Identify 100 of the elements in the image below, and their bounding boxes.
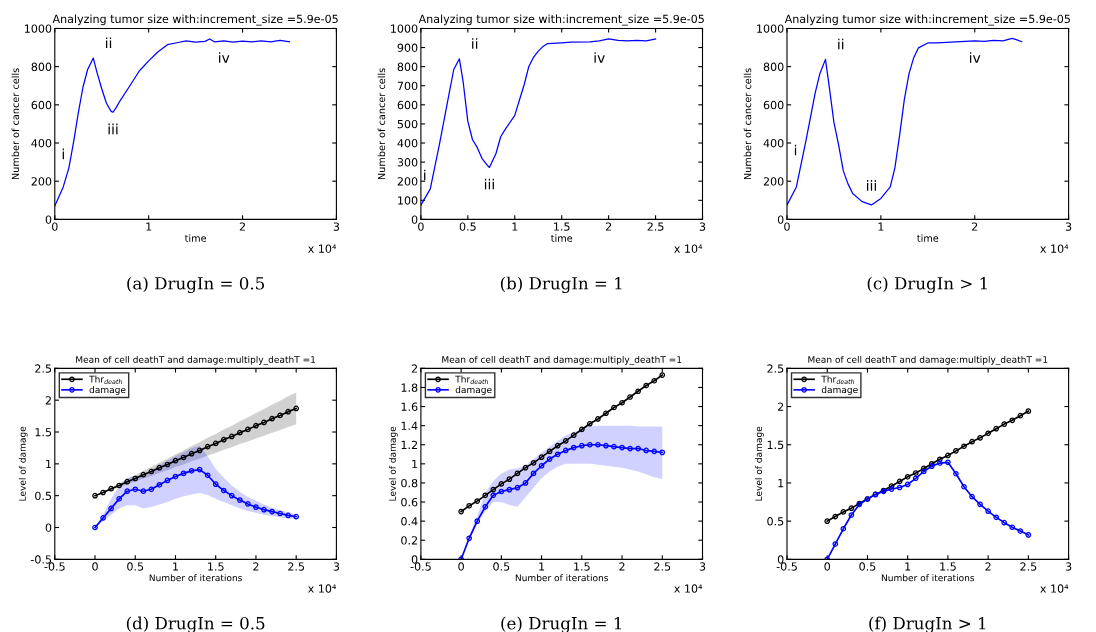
x-tick-label: 0.5: [493, 562, 510, 571]
point: [474, 518, 481, 524]
legend-label: damage: [455, 386, 492, 395]
point: [562, 447, 569, 454]
point: [116, 496, 123, 502]
point: [474, 498, 481, 504]
y-tick-label: 400: [763, 138, 784, 148]
x-tick-label: 0: [458, 562, 464, 571]
x-tick-label: 2: [619, 562, 625, 571]
point: [277, 412, 283, 419]
y-tick-label: 0: [411, 555, 418, 564]
point: [1017, 528, 1024, 534]
text: x 10⁴: [1040, 584, 1069, 593]
y-tick-label: 0.4: [401, 517, 418, 526]
y-tick-label: 200: [31, 177, 52, 186]
point: [132, 486, 139, 493]
y-tick-label: 300: [397, 158, 418, 167]
point: [562, 438, 569, 444]
point: [261, 506, 267, 513]
legend-label: damage: [89, 386, 126, 395]
text: (a) DrugIn = 0.5: [127, 276, 264, 294]
y-tick-label: 2: [45, 396, 51, 405]
point: [482, 492, 489, 499]
annotation: i: [62, 148, 64, 160]
point: [627, 445, 633, 452]
point: [228, 492, 235, 499]
x-axis-title: time: [550, 234, 573, 242]
point: [1025, 408, 1032, 414]
point: [937, 460, 943, 466]
point: [595, 441, 601, 448]
point: [108, 505, 114, 512]
point: [595, 416, 601, 422]
x-axis-title: Number of iterations: [515, 574, 609, 582]
text: x 10⁴: [1040, 244, 1069, 253]
x-tick-label: 3: [1065, 222, 1072, 231]
annotation: i: [424, 169, 426, 181]
annotation: iii: [484, 178, 494, 190]
point: [466, 535, 473, 542]
y-tick-label: 400: [397, 138, 418, 148]
annotation: iv: [970, 52, 981, 63]
y-tick-label: 1000: [391, 24, 418, 33]
point: [1001, 519, 1008, 526]
point: [140, 471, 147, 478]
point: [993, 425, 1000, 432]
point: [969, 493, 975, 500]
point: [538, 462, 545, 469]
legend-label: Thr$_{death}$: [821, 375, 855, 385]
annotation: iii: [866, 180, 876, 191]
x-tick-label: 2: [253, 562, 259, 571]
y-tick-label: 0: [411, 215, 418, 224]
point: [961, 483, 967, 490]
chart-title: Analyzing tumor size with:increment_size =5.9e-05: [784, 14, 1070, 26]
y-tick-label: 0.5: [767, 517, 784, 526]
y-axis-title: Level of damage: [18, 426, 28, 501]
point: [1025, 532, 1032, 538]
y-tick-label: 0.6: [401, 498, 418, 507]
y-tick-label: 900: [397, 43, 418, 52]
point: [824, 518, 831, 524]
point: [848, 512, 855, 518]
x-tick-label: 1.5: [574, 562, 590, 571]
point: [985, 508, 991, 515]
point: [188, 467, 195, 474]
x-tick-label: 1: [512, 222, 518, 231]
x-tick-label: 0: [418, 222, 424, 231]
point: [993, 514, 1000, 521]
x-tick-label: 1: [878, 222, 884, 231]
y-tick-label: 1.5: [35, 428, 52, 437]
point: [228, 433, 235, 440]
point: [953, 470, 959, 477]
text: x 10⁴: [674, 244, 703, 253]
x-tick-label: 2.5: [1020, 562, 1037, 571]
x-tick-label: 0.5: [459, 222, 476, 231]
point: [482, 503, 489, 510]
x-tick-label: 2.5: [288, 562, 305, 571]
y-axis-title: Number of cancer cells: [743, 68, 752, 180]
point: [651, 448, 658, 455]
line-series: [92, 466, 300, 531]
point: [546, 456, 553, 462]
point: [643, 447, 650, 454]
x-tick-label: 1.5: [554, 222, 570, 231]
y-tick-label: 1.4: [401, 421, 418, 430]
point: [570, 432, 577, 439]
y-tick-label: 0: [45, 523, 52, 532]
point: [977, 501, 983, 508]
legend-label: Thr$_{death}$: [89, 375, 122, 385]
y-axis-title: Level of damage: [388, 426, 398, 501]
x-tick-label: 1: [146, 222, 152, 231]
line-series: [54, 38, 291, 207]
point: [490, 486, 497, 493]
point: [261, 419, 267, 426]
annotation: ii: [106, 37, 112, 48]
annotation: iii: [108, 123, 118, 135]
x-tick-label: 2: [239, 222, 245, 231]
point: [945, 459, 951, 466]
point: [124, 488, 131, 495]
point: [100, 515, 106, 521]
x-tick-label: 1: [905, 562, 911, 571]
annotation: iv: [219, 52, 230, 63]
x-tick-label: 0: [52, 222, 58, 231]
y-tick-label: 800: [397, 62, 418, 72]
